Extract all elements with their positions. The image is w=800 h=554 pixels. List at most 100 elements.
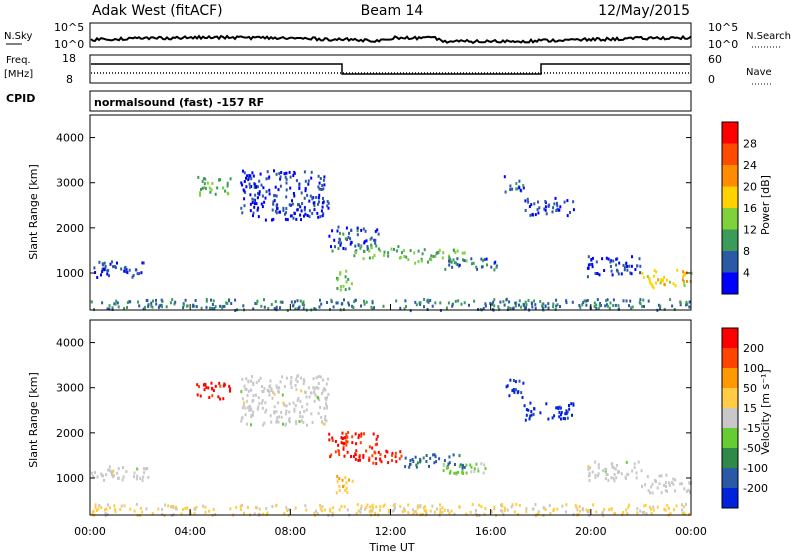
scatter-cell [370, 243, 373, 247]
scatter-cell [221, 306, 224, 310]
colorbar-tick-label: -100 [743, 462, 768, 475]
scatter-cell [568, 407, 571, 411]
scatter-cell [336, 301, 339, 305]
scatter-cell [471, 502, 474, 506]
scatter-cell [423, 297, 426, 301]
scatter-cell [252, 383, 255, 386]
scatter-cell [275, 194, 278, 198]
scatter-cell [101, 301, 104, 305]
scatter-cell [288, 203, 291, 207]
scatter-cell [339, 288, 342, 292]
scatter-cell [257, 215, 260, 219]
scatter-cell [311, 211, 314, 215]
scatter-cell [295, 179, 298, 183]
scatter-cell [282, 401, 285, 405]
scatter-cell [205, 299, 208, 303]
scatter-cell [625, 261, 628, 265]
scatter-cell [290, 300, 293, 304]
scatter-cell [670, 481, 673, 485]
scatter-cell [463, 465, 466, 469]
scatter-cell [251, 197, 254, 201]
scatter-cell [666, 504, 669, 508]
scatter-cell [224, 189, 227, 193]
scatter-cell [229, 389, 231, 393]
scatter-cell [399, 450, 402, 454]
scatter-cell [319, 405, 322, 409]
scatter-cell [251, 171, 254, 175]
scatter-cell [305, 408, 308, 412]
scatter-cell [377, 247, 380, 251]
scatter-cell [547, 306, 550, 310]
scatter-cell [227, 192, 230, 196]
scatter-cell [279, 175, 282, 179]
scatter-cell [354, 298, 357, 302]
scatter-cell [484, 467, 487, 471]
scatter-cell [664, 489, 667, 493]
scatter-cell [502, 300, 505, 304]
scatter-cell [525, 510, 528, 514]
scatter-cell [325, 382, 328, 386]
scatter-cell [516, 187, 519, 191]
scatter-cell [212, 389, 215, 393]
scatter-cell [283, 403, 286, 407]
x-tick-label: 16:00 [475, 525, 507, 538]
scatter-cell [644, 503, 647, 507]
scatter-cell [681, 512, 684, 515]
scatter-cell [371, 301, 374, 305]
scatter-cell [475, 462, 478, 466]
scatter-cell [582, 301, 585, 304]
scatter-cell [594, 473, 597, 477]
scatter-cell [151, 305, 154, 309]
scatter-cell [503, 303, 506, 307]
scatter-cell [335, 491, 338, 495]
scatter-cell [537, 510, 540, 514]
scatter-cell [328, 234, 331, 238]
scatter-cell [337, 241, 340, 244]
scatter-cell [123, 504, 126, 508]
scatter-cell [530, 413, 533, 417]
scatter-cell [217, 395, 220, 399]
scatter-cell [650, 507, 652, 511]
scatter-cell [199, 394, 202, 398]
scatter-cell [561, 504, 564, 508]
scatter-cell [439, 510, 442, 514]
scatter-cell [640, 469, 643, 473]
scatter-cell [369, 237, 372, 241]
scatter-cell [200, 187, 202, 191]
scatter-cell [257, 206, 260, 210]
scatter-cell [660, 491, 663, 495]
scatter-cell [372, 461, 375, 465]
scatter-cell [578, 505, 581, 509]
x-tick-label: 00:00 [675, 525, 707, 538]
scatter-cell [637, 460, 640, 464]
scatter-cell [250, 408, 253, 412]
scatter-cell [170, 505, 172, 509]
scatter-cell [387, 251, 390, 255]
scatter-cell [594, 272, 597, 275]
scatter-cell [635, 471, 638, 475]
scatter-cell [323, 508, 326, 512]
scatter-cell [589, 466, 592, 470]
scatter-cell [587, 266, 590, 270]
scatter-cell [273, 307, 276, 311]
scatter-cell [322, 378, 325, 382]
scatter-cell [457, 299, 460, 303]
scatter-cell [280, 410, 283, 414]
nsky-tick-bottom-left: 10^0 [54, 38, 84, 51]
scatter-cell [452, 248, 455, 252]
scatter-cell [267, 307, 270, 311]
scatter-cell [240, 419, 243, 423]
scatter-cell [344, 275, 347, 279]
scatter-cell [280, 415, 283, 419]
scatter-cell [555, 209, 558, 212]
scatter-cell [525, 303, 528, 307]
scatter-cell [279, 177, 282, 181]
scatter-cell [229, 177, 232, 181]
scatter-cell [114, 507, 117, 511]
scatter-cell [638, 257, 641, 261]
scatter-cell [493, 268, 496, 272]
scatter-cell [264, 401, 267, 405]
scatter-cell [210, 298, 212, 302]
scatter-cell [603, 269, 606, 272]
